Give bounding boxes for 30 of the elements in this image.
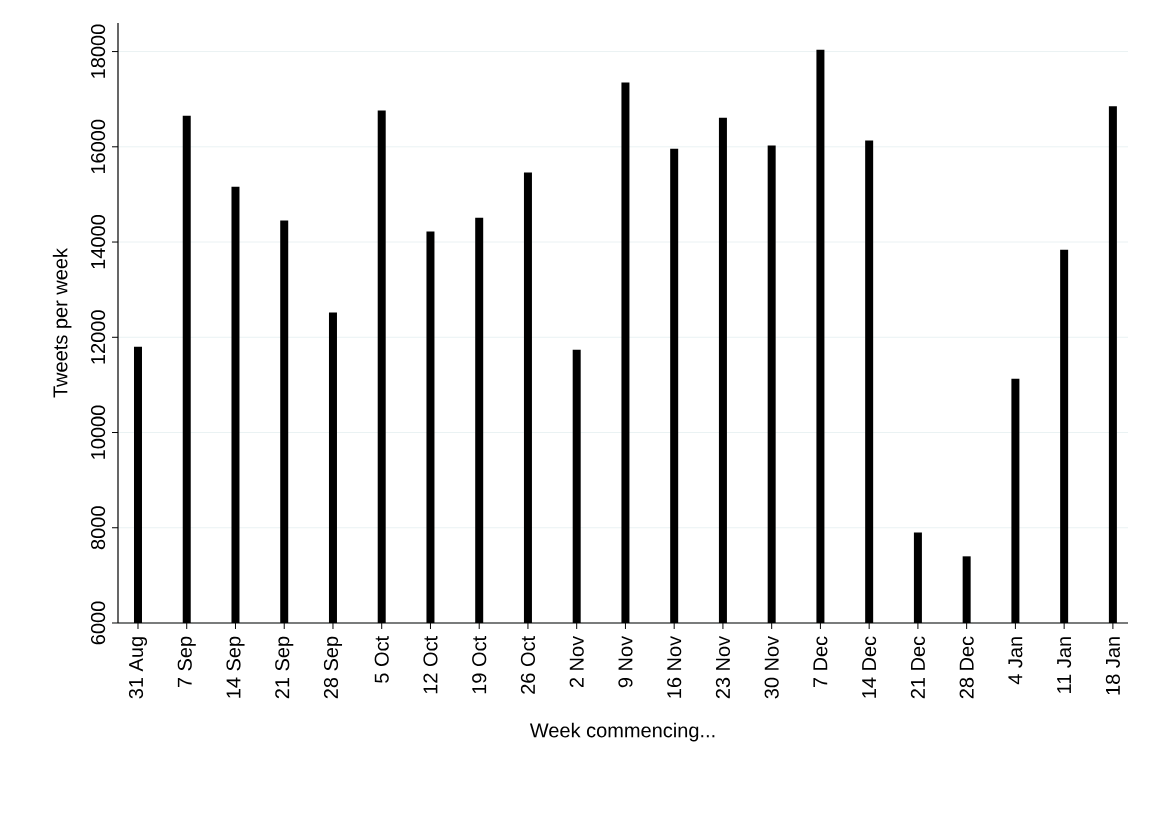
y-tick-label: 14000 [90,215,106,269]
y-tick-label: 12000 [90,310,106,364]
y-axis-title: Tweets per week [52,247,72,398]
x-tick-label: 16 Nov [667,635,682,698]
x-tick-label: 2 Nov [569,635,584,688]
x-tick-label: 5 Oct [374,636,389,683]
x-tick-label: 28 Sep [323,636,343,699]
x-tick-label: 14 Sep [226,636,245,698]
x-tick-label: 14 Dec [862,636,877,698]
x-axis-title: Week commencing... [529,722,715,742]
y-tick-label: 18000 [90,24,106,78]
x-tick-label: 21 Sep [275,636,294,699]
x-tick-label: 30 Nov [764,635,779,699]
x-tick-label: 31 Aug [128,637,148,699]
x-tick-label: 28 Dec [959,636,974,699]
x-tick-label: 19 Oct [472,636,487,694]
x-tick-label: 11 Jan [1057,637,1072,693]
x-tick-label: 23 Nov [715,635,731,699]
y-tick-label: 6000 [90,601,106,645]
y-tick-label: 16000 [90,119,106,174]
y-tick-label: 8000 [90,506,106,550]
x-tick-label: 18 Jan [1105,637,1120,695]
y-tick-label: 10000 [90,405,106,459]
x-tick-label: 26 Oct [520,636,536,694]
x-tick-label: 12 Oct [423,636,438,694]
x-tick-label: 21 Dec [910,636,925,699]
x-tick-label: 4 Jan [1008,637,1023,685]
x-tick-label: 7 Sep [177,636,196,688]
x-tick-label: 7 Dec [813,636,828,688]
x-tick-label: 9 Nov [618,635,633,688]
